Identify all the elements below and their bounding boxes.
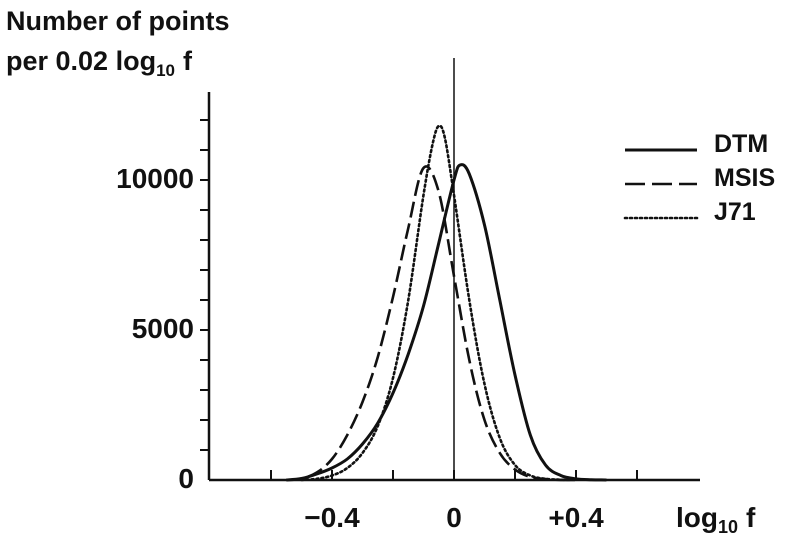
- legend: DTM MSIS J71: [623, 130, 775, 226]
- y-axis-title-subscript: 10: [156, 61, 175, 80]
- legend-item-j71: J71: [623, 198, 756, 226]
- legend-item-dtm: DTM: [625, 130, 768, 158]
- legend-label: J71: [714, 198, 756, 226]
- x-tick-label: 0: [446, 502, 462, 533]
- x-tick-label: +0.4: [548, 502, 604, 533]
- legend-label: MSIS: [714, 164, 775, 192]
- y-axis-title-line2: per 0.02 log10 f: [6, 46, 192, 80]
- y-tick-label: 5000: [132, 313, 194, 344]
- x-axis-title-subscript: 10: [718, 517, 738, 536]
- y-tick-label: 10000: [116, 163, 194, 194]
- legend-label: DTM: [714, 130, 768, 158]
- y-axis-title-line1: Number of points: [6, 6, 230, 36]
- x-tick-label: −0.4: [304, 502, 360, 533]
- legend-item-msis: MSIS: [625, 164, 775, 192]
- series-line-msis: [286, 165, 577, 482]
- series-line-j71: [300, 124, 578, 482]
- plot-area: [286, 124, 607, 482]
- x-axis-title-text: log: [676, 502, 718, 533]
- y-axis-title-line2-text: per 0.02 log: [6, 46, 157, 76]
- y-tick-label: 0: [178, 463, 194, 494]
- ticks: −0.4 0 +0.4 0 5000 10000: [116, 119, 638, 533]
- y-axis-title-variable: f: [182, 46, 192, 76]
- x-axis-title: log10 f: [676, 502, 756, 536]
- series-line-dtm: [286, 163, 607, 482]
- x-axis-title-variable: f: [746, 502, 756, 533]
- axes: [207, 58, 700, 482]
